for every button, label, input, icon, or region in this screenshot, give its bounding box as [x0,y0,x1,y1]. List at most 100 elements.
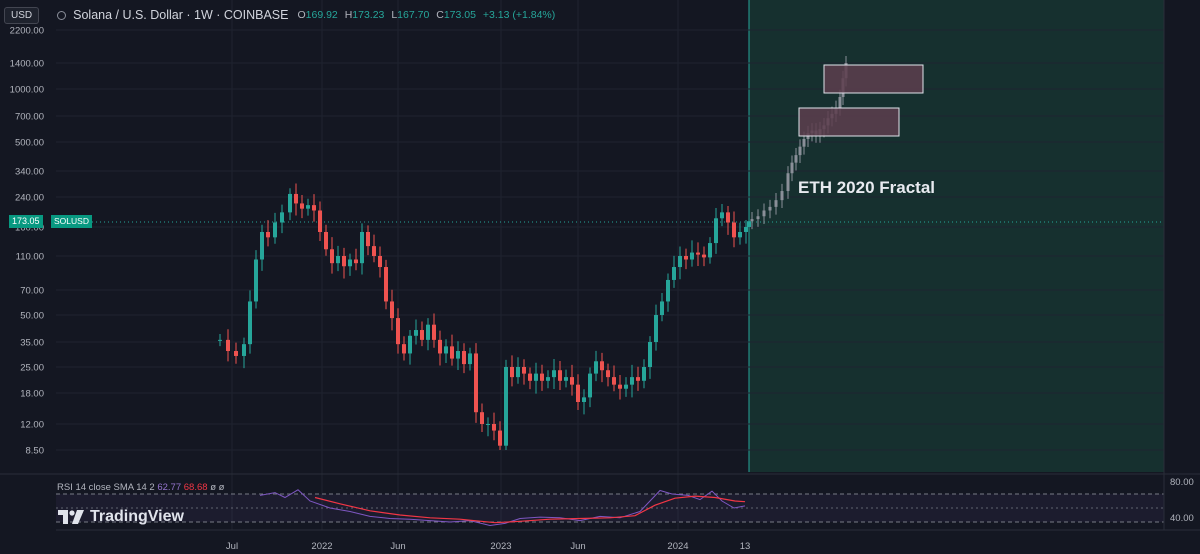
projected-candle-body [802,138,806,147]
price-tick-label: 160.00 [15,223,44,234]
candle [558,360,562,391]
candle [242,337,246,369]
candle-body [702,254,706,258]
currency-button[interactable]: USD [4,6,40,24]
candle [684,248,688,270]
rsi-line [259,489,746,527]
candle [642,359,646,389]
candle-body [504,367,508,446]
candle [660,293,664,322]
candle [366,225,370,256]
candle-body [242,344,246,356]
close-label: C [436,9,444,21]
projected-candle-body [762,210,766,217]
projected-candle [786,166,790,199]
time-axis: Jul 2022 Jun 2023 Jun 2024 13 [226,541,750,552]
high-label: H [344,9,353,21]
candle-body [438,339,442,354]
candle-body [570,377,574,385]
candle [666,273,670,312]
candle [516,357,520,384]
candle [414,319,418,345]
candle-body [486,424,490,425]
candle [570,364,574,396]
price-tick-label: 1400.00 [10,59,44,70]
fractal-annotation[interactable]: ETH 2020 Fractal [798,178,936,197]
change-value: +3.13 (+1.84%) [482,9,556,21]
candle-body [318,210,322,232]
candle-body [273,222,277,238]
projected-candle-body [794,155,798,163]
candle-body [420,330,424,340]
rsi-legend[interactable]: RSI 14 close SMA 14 2 62.77 68.68 ø ø [57,482,224,493]
candle [636,366,640,391]
candle [522,359,526,385]
candle [390,289,394,331]
candle [432,313,436,348]
rsi-sma-value: 68.68 [183,482,208,493]
projected-candle-body [798,146,802,156]
candle-body [248,301,252,345]
candle [576,374,580,411]
tradingview-logo[interactable]: TradingView [58,508,184,526]
candle-body [372,246,376,256]
projected-candle-body [780,191,784,201]
projected-candle-body [768,206,772,211]
candle [744,219,748,244]
candle-body [552,370,556,378]
candle-body [618,384,622,389]
candle-body [402,344,406,354]
candle-body [234,351,238,356]
candle-body [666,279,670,302]
candle-body [708,243,712,258]
candle [732,211,736,248]
projected-candle-body [750,219,754,222]
tradingview-text: TradingView [90,508,184,525]
price-tick-label: 110.00 [16,252,44,263]
candle-body [378,256,382,268]
candle [330,237,334,274]
candle-body [648,342,652,367]
open-value: 169.92 [305,9,338,21]
candle [552,359,556,390]
price-tick-label: 18.00 [20,389,44,400]
candle-body [672,267,676,280]
candle-body [414,330,418,336]
candle [300,195,304,219]
candle-body [396,318,400,345]
high-value: 173.23 [352,9,385,21]
target-box-lower [798,107,900,137]
candle [510,355,514,387]
candle-body [456,351,460,359]
candle-body [366,231,370,247]
candle [218,334,222,347]
price-tick-label: 35.00 [20,338,44,349]
candle-body [588,373,592,398]
rsi-tick-label: 40.00 [1170,513,1194,524]
candle [306,198,310,216]
candle [402,336,406,361]
low-value: 167.70 [397,9,430,21]
candle-body [462,351,466,365]
candle [618,374,622,400]
candle [696,242,700,266]
candle [372,234,376,263]
candle-body [564,377,568,381]
candle [708,237,712,264]
candle-body [354,259,358,264]
candle [534,362,538,394]
candle [738,222,742,245]
candle [273,212,277,244]
candle-body [324,231,328,250]
candle-body [288,193,292,213]
candle [747,209,751,237]
candle-body [534,373,538,381]
candle [456,341,460,370]
candles [218,183,751,450]
candle [396,308,400,354]
candle-body [714,218,718,244]
candle [606,363,610,387]
candle [462,343,466,374]
candle-body [522,367,526,374]
